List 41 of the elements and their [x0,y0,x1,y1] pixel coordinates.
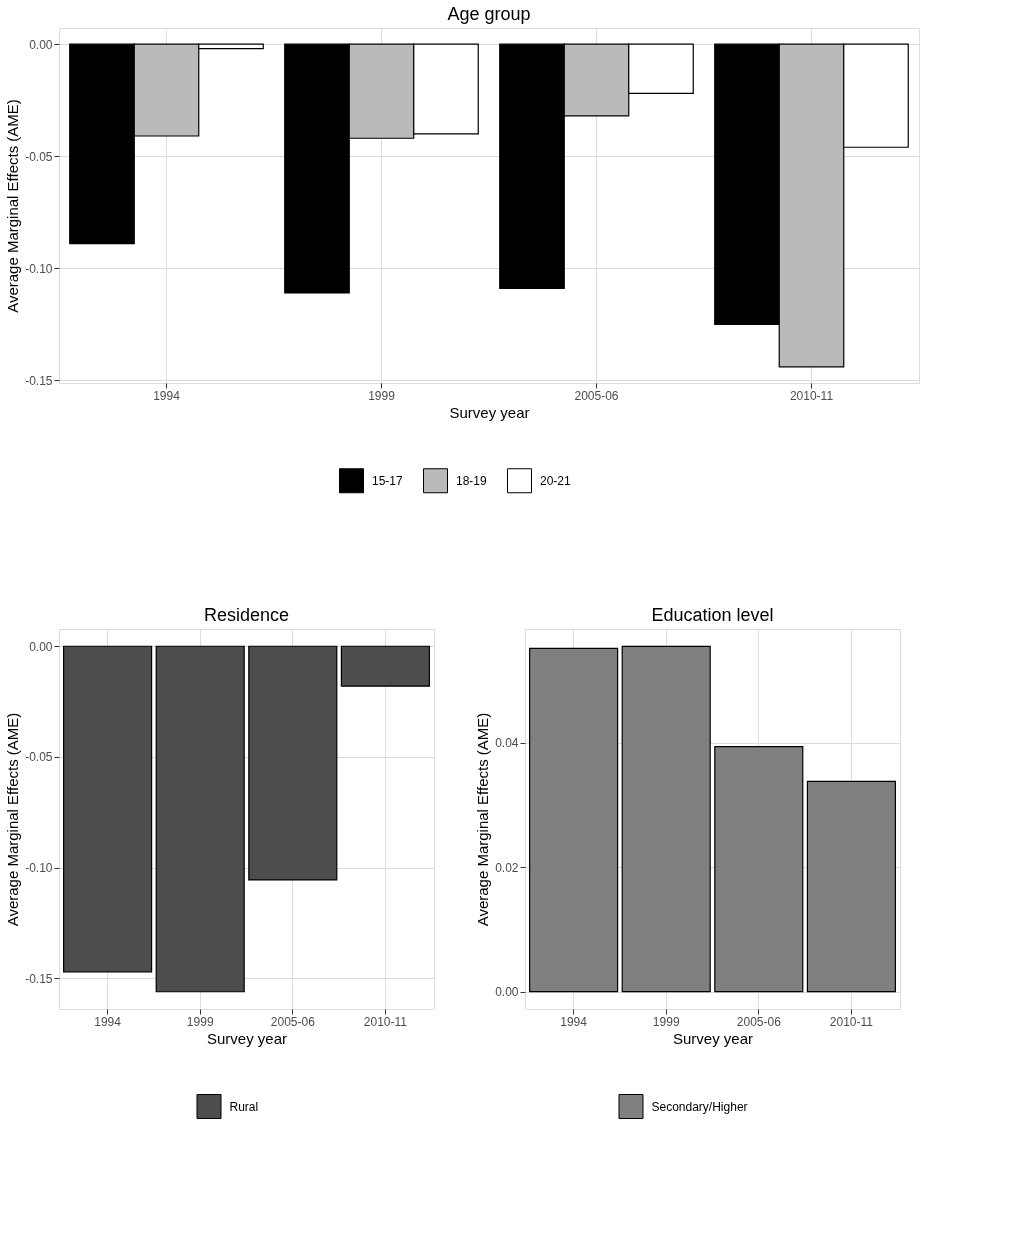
chart-title: Age group [447,4,531,24]
x-tick-label: 1994 [560,1014,588,1029]
x-tick-label: 2010-11 [789,388,834,403]
x-tick-label: 1994 [153,388,181,403]
y-tick-label: -0.05 [25,750,53,765]
x-tick-label: 1999 [186,1014,214,1029]
y-tick-label: 0.00 [29,639,53,654]
bar [621,645,711,993]
chart-title: Residence [203,605,290,625]
x-tick-label: 2010-11 [363,1014,408,1029]
legend-label: 20-21 [540,473,572,488]
x-tick-label: 1999 [368,388,396,403]
x-tick-label: 2005-06 [270,1014,316,1029]
x-tick-label: 1999 [652,1014,680,1029]
x-tick-label: 2005-06 [736,1014,782,1029]
y-axis-title: Average Marginal Effects (AME) [474,712,492,927]
y-axis-title: Average Marginal Effects (AME) [4,712,22,927]
y-tick-label: -0.10 [25,861,53,876]
y-axis-title: Average Marginal Effects (AME) [4,99,22,313]
chart-title: Education level [651,605,774,625]
bar [714,745,804,993]
legend-label: 15-17 [372,473,404,488]
x-axis-title: Survey year [206,1029,288,1047]
x-tick-label: 2005-06 [574,388,619,403]
legend-label: Rural [229,1099,259,1114]
bar [529,647,619,993]
y-tick-label: 0.00 [29,37,53,52]
legend-label: 18-19 [456,473,488,488]
y-tick-label: -0.15 [25,373,53,388]
x-tick-label: 2010-11 [829,1014,874,1029]
x-tick-label: 1994 [94,1014,122,1029]
bar [806,780,896,993]
y-tick-label: -0.05 [25,149,53,164]
y-tick-label: -0.15 [25,971,53,986]
legend-label: Secondary/Higher [651,1099,748,1114]
y-tick-label: 0.02 [495,860,519,875]
y-tick-label: 0.04 [495,736,519,751]
x-axis-title: Survey year [672,1029,754,1047]
y-tick-label: 0.00 [495,985,519,1000]
x-axis-title: Survey year [449,403,530,421]
y-tick-label: -0.10 [25,261,53,276]
